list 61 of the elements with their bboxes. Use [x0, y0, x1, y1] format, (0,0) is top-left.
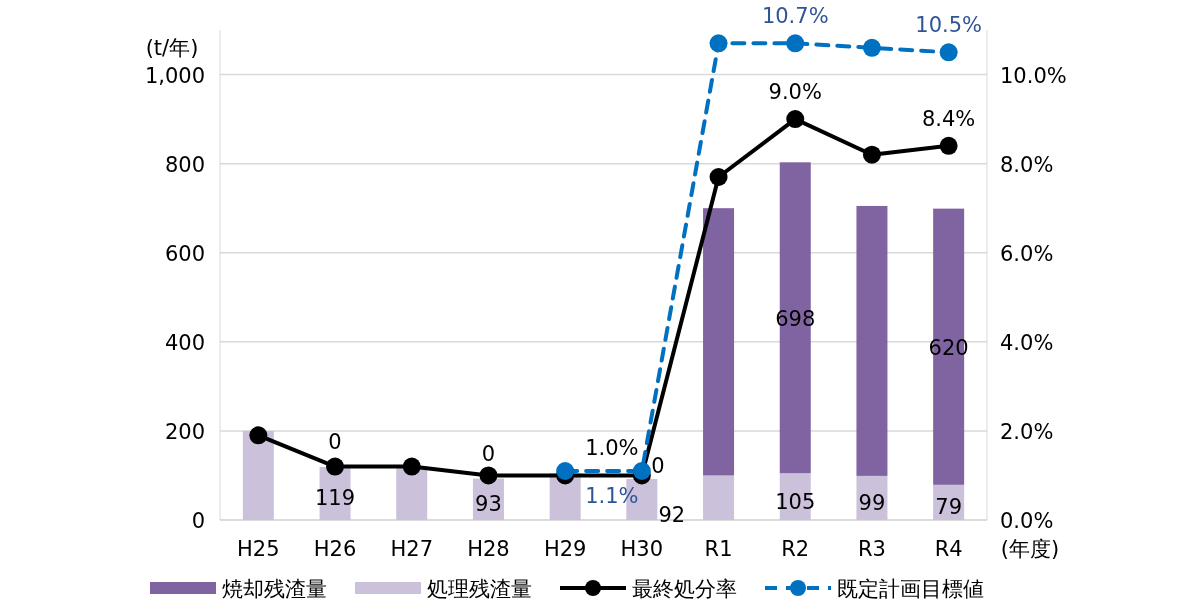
- point: [556, 462, 575, 480]
- x-tick-label: R4: [934, 537, 963, 561]
- legend-label: 最終処分率: [632, 577, 737, 601]
- point: [786, 110, 805, 129]
- x-tick-label: H28: [467, 537, 510, 561]
- x-tick-label: H29: [543, 537, 587, 561]
- bar: [242, 430, 274, 520]
- point: [709, 34, 728, 53]
- bar: [703, 208, 735, 476]
- legend-label: 既定計画目標値: [837, 577, 984, 601]
- point: [249, 426, 268, 445]
- data-label: 9.0%: [768, 80, 822, 105]
- data-label: 105: [775, 489, 816, 514]
- data-label: 93: [475, 492, 502, 517]
- point: [402, 457, 421, 476]
- data-label: 1.1%: [585, 484, 639, 508]
- point: [862, 145, 881, 164]
- data-label: 79: [935, 495, 963, 520]
- y-tick-label: 0: [191, 509, 205, 533]
- data-label: 0: [328, 429, 342, 454]
- legend-label: 焼却残渣量: [222, 577, 327, 601]
- data-label: 10.7%: [761, 4, 829, 29]
- legend-label: 処理残渣量: [427, 577, 532, 601]
- data-label: 92: [658, 502, 686, 527]
- y-tick-label: 400: [164, 330, 205, 355]
- bar: [703, 475, 735, 520]
- y-tick-label: 200: [164, 419, 205, 444]
- y2-tick-label: 6.0%: [1000, 241, 1054, 266]
- data-label: 10.5%: [915, 13, 983, 38]
- y-tick-label: 1,000: [144, 63, 205, 88]
- x-axis-title: (年度): [1000, 537, 1060, 561]
- data-label: 119: [315, 486, 356, 511]
- x-tick-label: H25: [237, 537, 280, 561]
- y2-tick-label: 10.0%: [1000, 63, 1067, 88]
- x-tick-label: R1: [704, 537, 733, 561]
- x-tick-label: H27: [390, 537, 434, 561]
- bar: [856, 205, 888, 476]
- data-label: 99: [858, 490, 886, 515]
- data-label: 0: [651, 454, 665, 479]
- point: [786, 34, 805, 53]
- data-label: 8.4%: [921, 106, 976, 131]
- x-tick-label: R2: [781, 537, 810, 561]
- y-tick-label: 600: [164, 241, 205, 266]
- point: [862, 38, 881, 57]
- y2-tick-label: 0.0%: [1000, 509, 1054, 533]
- point: [479, 466, 498, 485]
- y2-tick-label: 2.0%: [1000, 419, 1054, 444]
- point: [326, 457, 345, 476]
- y2-tick-label: 4.0%: [1000, 330, 1054, 355]
- point: [939, 136, 958, 155]
- x-tick-label: H26: [313, 537, 357, 561]
- y-axis-title: (t/年): [145, 36, 199, 60]
- x-tick-label: H30: [620, 537, 664, 561]
- y-tick-label: 800: [164, 152, 205, 177]
- point: [709, 168, 728, 186]
- x-tick-label: R3: [857, 537, 886, 561]
- point: [632, 462, 651, 480]
- y2-tick-label: 8.0%: [1000, 152, 1054, 177]
- point: [939, 43, 958, 62]
- data-label: 0: [481, 441, 496, 466]
- data-label: 1.0%: [585, 436, 639, 461]
